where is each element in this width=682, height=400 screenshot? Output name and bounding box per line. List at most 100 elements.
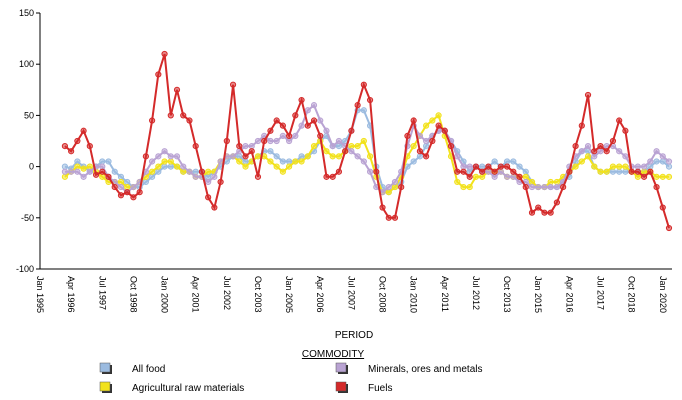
data-point (603, 148, 610, 155)
data-point (491, 173, 498, 180)
x-tick-label: Jul 1997 (97, 276, 107, 310)
data-point (155, 71, 162, 78)
data-point (329, 173, 336, 180)
data-point (124, 178, 131, 186)
data-point (180, 168, 187, 175)
data-point (553, 199, 561, 206)
data-point (167, 163, 174, 170)
data-point (236, 153, 243, 160)
data-point (460, 163, 467, 170)
data-point (584, 153, 592, 160)
data-point (329, 143, 336, 150)
legend-label: Minerals, ores and metals (368, 364, 483, 375)
data-point (479, 168, 486, 175)
data-point (366, 96, 374, 104)
data-point (117, 178, 125, 186)
data-point (117, 192, 125, 199)
data-point (659, 153, 666, 160)
data-point (578, 148, 585, 155)
data-point (180, 163, 187, 170)
x-tick-label: Jan 2010 (409, 276, 419, 313)
data-point (460, 183, 467, 191)
data-point (391, 214, 399, 221)
legend-swatch (335, 362, 347, 373)
data-point (360, 158, 367, 165)
data-point (142, 153, 149, 160)
data-point (248, 143, 255, 150)
data-point (423, 137, 430, 145)
data-point (273, 163, 280, 170)
y-tick-label: 150 (19, 8, 34, 18)
x-tick-label: Apr 2016 (564, 276, 574, 313)
data-point (591, 163, 598, 170)
data-point (385, 214, 392, 221)
data-point (485, 168, 492, 175)
data-point (335, 153, 343, 160)
data-point (99, 158, 106, 165)
data-point (61, 163, 69, 170)
data-point (161, 148, 168, 155)
data-point (616, 148, 623, 155)
data-point (616, 117, 623, 124)
data-point (267, 137, 274, 145)
data-point (254, 137, 262, 145)
data-point (99, 163, 106, 170)
data-point (273, 153, 280, 160)
legend-title: COMMODITY (302, 349, 365, 360)
data-point (161, 163, 168, 170)
x-tick-label: Oct 2013 (502, 276, 512, 313)
data-point (105, 173, 112, 180)
data-point (292, 132, 299, 139)
data-point (653, 148, 660, 155)
data-point (547, 178, 554, 186)
data-point (665, 173, 673, 180)
data-point (591, 148, 598, 155)
data-point (653, 158, 660, 165)
data-point (528, 178, 536, 186)
data-point (640, 163, 648, 170)
data-point (423, 122, 430, 129)
x-tick-label: Jul 2017 (595, 276, 605, 310)
data-point (560, 183, 567, 191)
data-point (354, 143, 361, 150)
x-tick-label: Jul 2002 (222, 276, 232, 310)
data-point (634, 168, 641, 175)
data-point (223, 158, 230, 165)
data-point (192, 168, 199, 175)
data-point (566, 168, 573, 175)
data-point (634, 173, 641, 180)
x-tick-label: Oct 2008 (378, 276, 388, 313)
data-point (528, 183, 536, 191)
data-point (416, 153, 423, 160)
data-point (616, 163, 623, 170)
data-point (198, 168, 206, 175)
data-point (136, 189, 143, 196)
data-point (503, 173, 511, 180)
x-tick-label: Jul 2007 (346, 276, 356, 310)
data-point (435, 122, 442, 129)
data-point (479, 173, 486, 180)
data-point (74, 168, 81, 175)
data-point (622, 163, 629, 170)
legend-swatch (335, 381, 347, 392)
legend-label: All food (132, 364, 165, 375)
data-point (74, 158, 81, 165)
data-point (491, 158, 498, 165)
data-point (105, 158, 112, 165)
data-point (161, 158, 168, 165)
data-point (410, 117, 417, 124)
data-point (317, 132, 324, 139)
data-point (86, 163, 93, 170)
x-tick-label: Oct 2018 (627, 276, 637, 313)
data-point (354, 153, 361, 160)
data-point (211, 204, 218, 211)
data-point (335, 137, 343, 145)
data-point (622, 168, 629, 175)
data-point (86, 143, 93, 150)
data-point (323, 127, 330, 134)
data-point (441, 127, 448, 134)
data-point (634, 163, 641, 170)
data-point (640, 173, 648, 180)
data-point (242, 158, 249, 165)
data-point (74, 163, 81, 170)
